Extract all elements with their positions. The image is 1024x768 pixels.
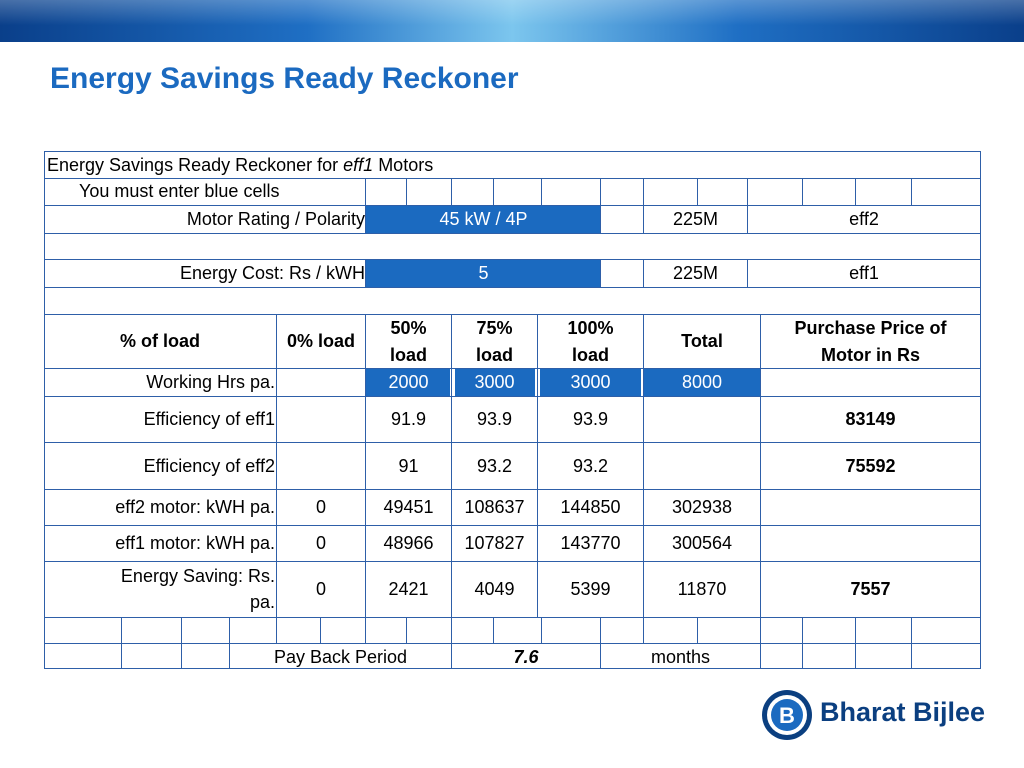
header-100-line1: 100%: [567, 318, 614, 338]
eff2-50: 91: [398, 456, 419, 476]
eff2-75: 93.2: [476, 456, 513, 476]
header-75-line2: load: [475, 345, 513, 365]
eff1-kwh-0: 0: [315, 533, 326, 553]
eff2-price: 75592: [845, 456, 896, 476]
motor-rating-value[interactable]: 45 kW / 4P: [439, 209, 528, 229]
hrs-50-input-cell[interactable]: [366, 369, 450, 396]
energy-cost-value[interactable]: 5: [478, 263, 489, 283]
motor-rating-class: eff2: [849, 209, 879, 229]
eff2-100: 93.2: [572, 456, 609, 476]
table-heading-italic: eff1: [343, 155, 374, 175]
hrs-total-cell: [644, 369, 760, 396]
payback-unit: months: [650, 647, 711, 667]
eff1-kwh-total: 300564: [671, 533, 733, 553]
header-load: % of load: [120, 331, 200, 351]
eff1-75: 93.9: [476, 409, 513, 429]
working-hrs-total: 8000: [681, 372, 723, 392]
header-50-line1: 50%: [390, 318, 427, 338]
header-price-line1: Purchase Price of: [794, 318, 947, 338]
eff2-kwh-50: 49451: [383, 497, 434, 517]
motor-rating-frame: 225M: [672, 209, 719, 229]
table-heading-pre: Energy Savings Ready Reckoner for: [47, 155, 344, 175]
header-75-line1: 75%: [476, 318, 513, 338]
eff2-kwh-total: 302938: [671, 497, 733, 517]
logo-text: Bharat Bijlee: [820, 697, 986, 727]
header-price-line2: Motor in Rs: [821, 345, 920, 365]
bharat-bijlee-logo: B: [762, 690, 812, 740]
saving-0: 0: [315, 579, 326, 599]
saving-100: 5399: [570, 579, 611, 599]
payback-label: Pay Back Period: [273, 647, 408, 667]
saving-50: 2421: [388, 579, 429, 599]
working-hrs-label: Working Hrs pa.: [146, 372, 275, 392]
saving-label-line2: pa.: [249, 592, 275, 612]
header-banner: [0, 0, 1024, 42]
eff1-price: 83149: [845, 409, 896, 429]
eff2-kwh-0: 0: [315, 497, 326, 517]
slide-title: Energy Savings Ready Reckoner: [50, 62, 519, 95]
working-hrs-100[interactable]: 3000: [570, 372, 611, 392]
energy-cost-class: eff1: [849, 263, 879, 283]
saving-label-line1: Energy Saving: Rs.: [120, 566, 275, 586]
hrs-100-input-cell[interactable]: [540, 369, 641, 396]
saving-total: 11870: [677, 579, 727, 599]
header-total: Total: [681, 331, 723, 351]
payback-value: 7.6: [513, 647, 539, 667]
eff2-kwh-label: eff2 motor: kWH pa.: [115, 497, 275, 517]
eff1-100: 93.9: [572, 409, 609, 429]
working-hrs-75[interactable]: 3000: [474, 372, 515, 392]
energy-cost-input-cell[interactable]: [366, 260, 601, 287]
logo-mark-icon: B: [762, 690, 812, 740]
eff1-kwh-75: 107827: [464, 533, 525, 553]
header-banner-shine: [0, 0, 1024, 42]
eff2-kwh-75: 108637: [464, 497, 525, 517]
eff1-label: Efficiency of eff1: [143, 409, 275, 429]
hrs-75-input-cell[interactable]: [455, 369, 535, 396]
saving-75: 4049: [474, 579, 515, 599]
table-heading-post: Motors: [373, 155, 434, 175]
working-hrs-50[interactable]: 2000: [388, 372, 429, 392]
instruction-text: You must enter blue cells: [79, 181, 280, 201]
logo-mark-letter: B: [779, 703, 795, 728]
header-100-line2: load: [571, 345, 609, 365]
motor-rating-input-cell[interactable]: [366, 206, 601, 233]
eff1-kwh-100: 143770: [560, 533, 621, 553]
header-50-line2: load: [389, 345, 427, 365]
motor-rating-label: Motor Rating / Polarity: [186, 209, 365, 229]
eff1-kwh-label: eff1 motor: kWH pa.: [115, 533, 275, 553]
table-heading: Energy Savings Ready Reckoner for eff1 M…: [47, 152, 433, 178]
eff1-kwh-50: 48966: [383, 533, 434, 553]
energy-cost-label: Energy Cost: Rs / kWH: [179, 263, 365, 283]
eff2-kwh-100: 144850: [560, 497, 621, 517]
eff1-50: 91.9: [390, 409, 427, 429]
energy-cost-frame: 225M: [672, 263, 719, 283]
header-zero-load: 0% load: [286, 331, 356, 351]
saving-price-diff: 7557: [850, 579, 891, 599]
eff2-label: Efficiency of eff2: [143, 456, 275, 476]
